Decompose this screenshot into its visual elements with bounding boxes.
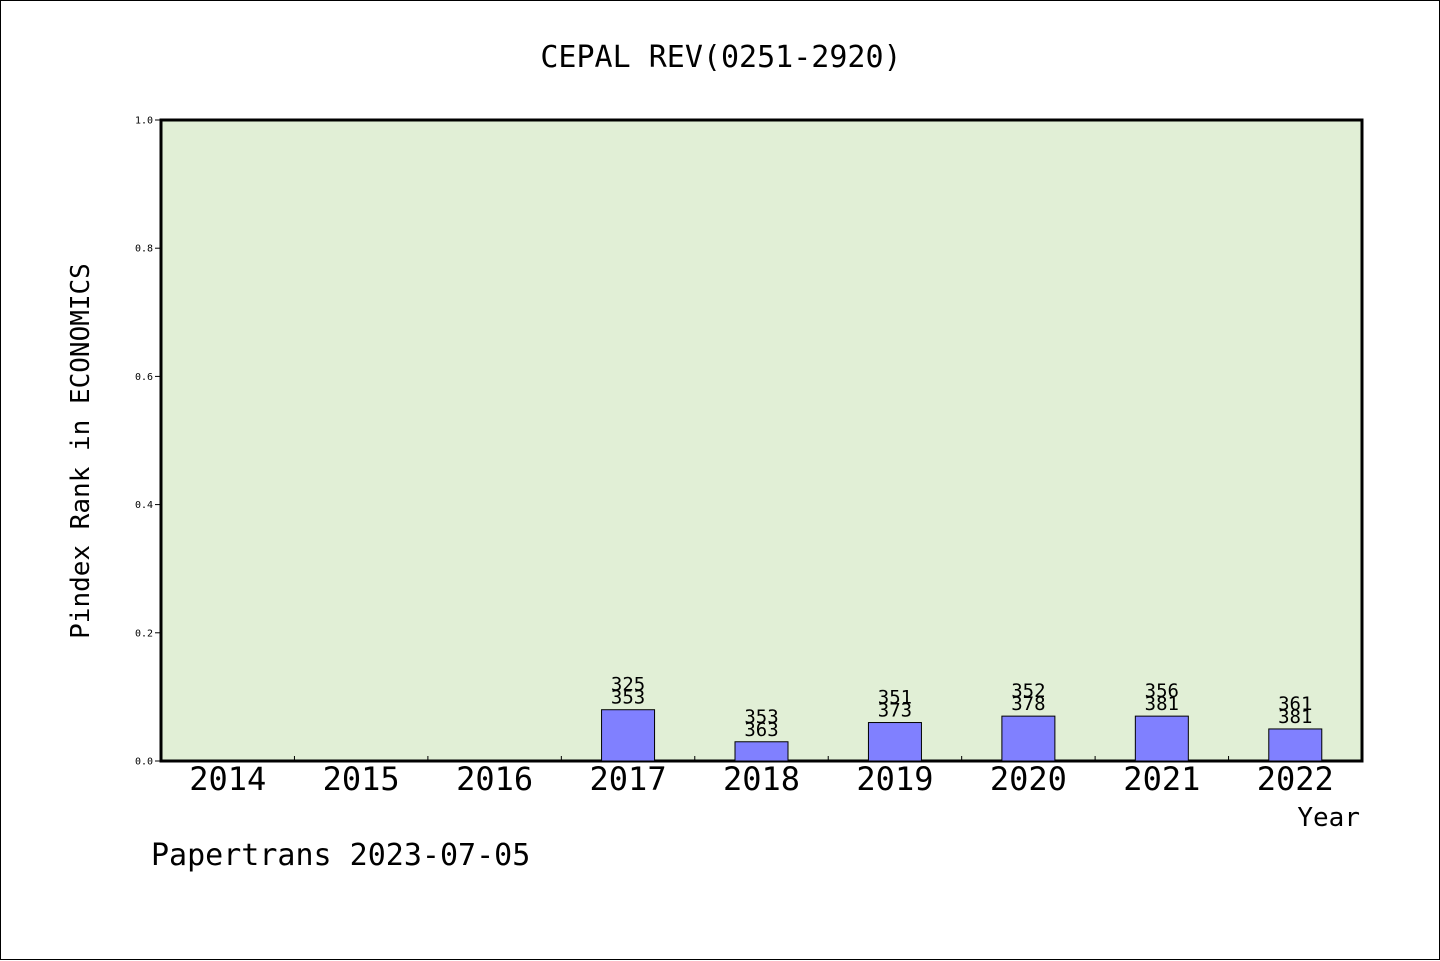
y-tick-label: 1.0 <box>135 116 153 127</box>
y-tick-label: 0.6 <box>135 372 153 383</box>
y-tick-label: 0.0 <box>135 757 153 768</box>
bar-rank-label: 352 <box>1011 680 1045 702</box>
y-axis-label: Pindex Rank in ECONOMICS <box>66 263 96 639</box>
bar-rank-total-label: 381 <box>1145 693 1179 715</box>
bar-2019 <box>867 722 922 762</box>
x-axis: 2014 2015 2016 2017 2018 2019 2020 2021 2022 <box>189 756 1334 798</box>
x-tick-label: 2020 <box>990 760 1067 798</box>
x-tick-label: 2015 <box>323 760 400 798</box>
x-axis-label: Year <box>1297 803 1360 833</box>
x-tick-label: 2022 <box>1257 760 1334 798</box>
y-axis: 0.0 0.2 0.4 0.6 0.8 1.0 <box>135 116 161 768</box>
chart-title: CEPAL REV(0251-2920) <box>540 40 901 75</box>
x-tick-label: 2019 <box>856 760 933 798</box>
bar-rank-label: 325 <box>611 674 645 696</box>
bar-rank-total-label: 373 <box>878 700 912 722</box>
bar-rank-total-label: 381 <box>1278 706 1312 728</box>
y-tick-label: 0.2 <box>135 628 153 639</box>
y-tick-label: 0.4 <box>135 500 153 511</box>
bar-rank-total-label: 378 <box>1011 693 1045 715</box>
y-tick-label: 0.8 <box>135 244 153 255</box>
bar-2017 <box>601 709 656 762</box>
x-tick-label: 2014 <box>189 760 266 798</box>
bar-rank-label: 351 <box>878 687 912 709</box>
x-tick-label: 2018 <box>723 760 800 798</box>
bar-2021 <box>1134 715 1189 762</box>
x-tick-label: 2016 <box>456 760 533 798</box>
x-tick-label: 2021 <box>1123 760 1200 798</box>
bar-rank-label: 353 <box>744 706 778 728</box>
bar-rank-label: 356 <box>1145 680 1179 702</box>
x-tick-label: 2017 <box>590 760 667 798</box>
bar-rank-label: 361 <box>1278 693 1312 715</box>
bar-rank-total-label: 363 <box>744 719 778 741</box>
bar-2022 <box>1268 728 1323 762</box>
plot-area <box>159 118 1364 763</box>
bar-2020 <box>1001 715 1056 762</box>
bar-series <box>601 709 1323 762</box>
footer-credit: Papertrans 2023-07-05 <box>151 838 530 873</box>
bar-2018 <box>734 741 789 762</box>
bar-rank-total-label: 353 <box>611 687 645 709</box>
